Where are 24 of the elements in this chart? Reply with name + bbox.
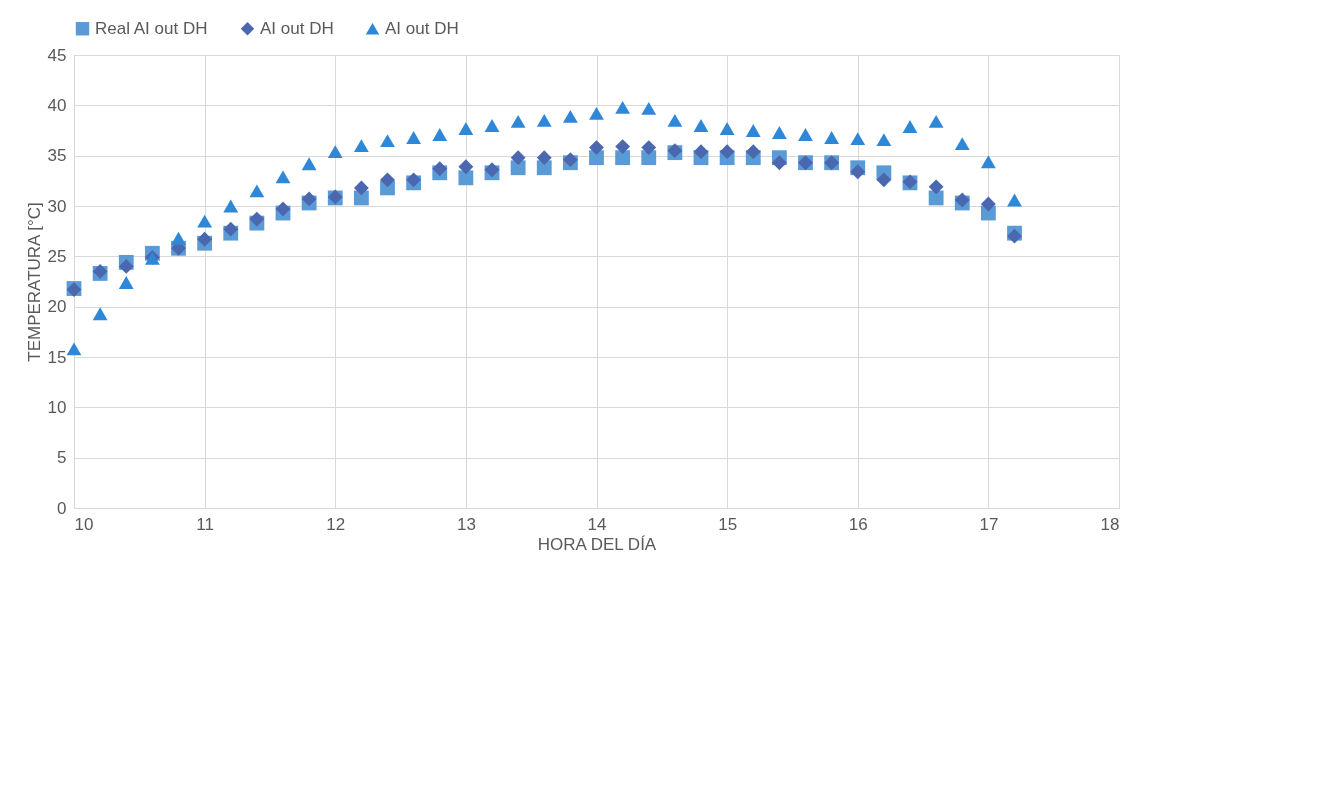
y-tick-label: 20	[47, 297, 67, 317]
y-tick-label: 35	[47, 146, 67, 166]
y-tick-label: 10	[47, 397, 67, 417]
x-tick-label: 17	[979, 514, 999, 534]
legend-label: AI out DH	[260, 18, 334, 38]
legend-label: AI out DH	[385, 18, 459, 38]
x-tick-label: 16	[848, 514, 868, 534]
y-tick-label: 40	[47, 95, 67, 115]
x-tick-label: 14	[587, 514, 607, 534]
legend-label: Real AI out DH	[95, 18, 208, 38]
y-tick-label: 5	[57, 448, 67, 468]
x-tick-label: 18	[1100, 514, 1120, 534]
x-tick-label: 15	[718, 514, 738, 534]
y-tick-label: 30	[47, 196, 67, 216]
x-tick-label: 12	[326, 514, 346, 534]
y-tick-label: 0	[57, 498, 67, 518]
y-tick-label: 15	[47, 347, 67, 367]
x-tick-label: 11	[196, 514, 214, 534]
x-tick-label: 10	[74, 514, 94, 534]
y-axis-title: TEMPERATURA [°C]	[24, 202, 44, 362]
x-tick-label: 13	[456, 514, 476, 534]
y-tick-label: 25	[47, 246, 67, 266]
y-tick-label: 45	[47, 45, 67, 65]
x-axis-title: HORA DEL DÍA	[537, 534, 657, 554]
